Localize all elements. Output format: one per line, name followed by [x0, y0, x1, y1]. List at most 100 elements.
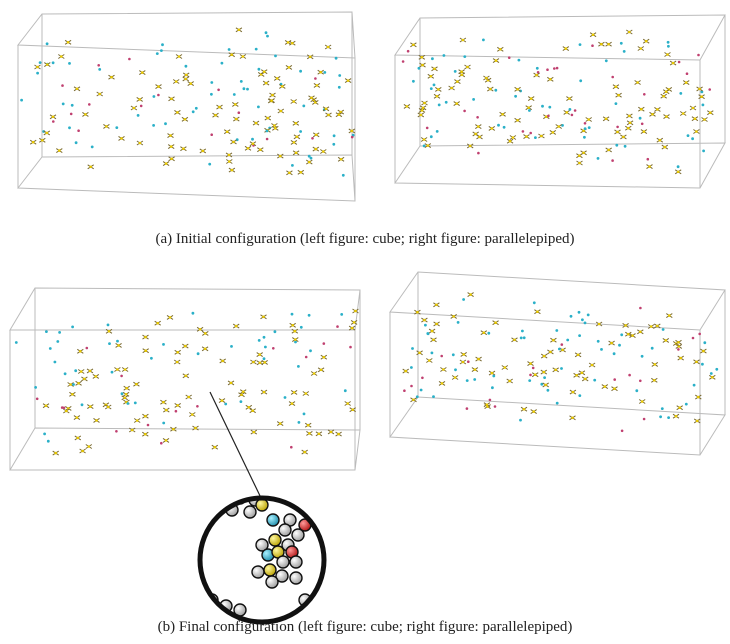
ion	[667, 41, 670, 44]
molecule-center	[650, 325, 653, 328]
ion	[431, 57, 434, 60]
ion	[715, 368, 718, 371]
ion	[224, 403, 227, 406]
ion	[75, 141, 78, 144]
ion	[210, 133, 213, 136]
molecule-center	[108, 330, 111, 333]
molecule-center	[665, 115, 668, 118]
molecule-center	[604, 385, 607, 388]
ion	[436, 130, 439, 133]
ion	[403, 389, 406, 392]
ion	[623, 50, 626, 53]
molecule-center	[46, 63, 49, 66]
molecule-center	[138, 98, 141, 101]
molecule-center	[454, 376, 457, 379]
ion	[643, 93, 646, 96]
molecule-center	[228, 154, 231, 157]
molecule-center	[645, 40, 648, 43]
molecule-center	[485, 77, 488, 80]
ion	[503, 126, 506, 129]
atom	[264, 564, 276, 576]
molecule-center	[131, 429, 134, 432]
atom	[219, 494, 231, 506]
molecule-center	[613, 387, 616, 390]
ion	[61, 84, 64, 87]
molecule-center	[653, 379, 656, 382]
ion	[265, 31, 268, 34]
molecule-center	[80, 370, 83, 373]
molecule-center	[178, 55, 181, 58]
ion	[291, 313, 294, 316]
ion	[556, 67, 559, 70]
molecule-center	[441, 382, 444, 385]
ion	[128, 58, 131, 61]
ion	[667, 45, 670, 48]
ion	[86, 347, 89, 350]
ion	[258, 68, 261, 71]
molecule-center	[238, 29, 241, 32]
molecule-center	[123, 397, 126, 400]
molecule-center	[600, 43, 603, 46]
molecule-center	[477, 358, 480, 361]
ion	[430, 135, 433, 138]
molecule-center	[234, 103, 237, 106]
ion	[62, 103, 65, 106]
ion	[323, 71, 326, 74]
ion	[605, 59, 608, 62]
molecule-center	[279, 155, 282, 158]
ion	[472, 98, 475, 101]
ion	[424, 324, 427, 327]
molecule-center	[422, 107, 425, 110]
molecule-center	[527, 106, 530, 109]
molecule-center	[700, 95, 703, 98]
molecule-center	[582, 152, 585, 155]
ion	[335, 57, 338, 60]
molecule-center	[668, 314, 671, 317]
ion	[351, 136, 354, 139]
molecule-center	[477, 125, 480, 128]
molecule-center	[554, 369, 557, 372]
molecule-center	[421, 64, 424, 67]
ion	[344, 389, 347, 392]
ion	[430, 87, 433, 90]
molecule-center	[279, 422, 282, 425]
ion	[266, 138, 269, 141]
ion	[476, 116, 479, 119]
molecule-center	[157, 85, 160, 88]
molecule-center	[291, 324, 294, 327]
molecule-center	[435, 323, 438, 326]
ion	[597, 157, 600, 160]
ion	[618, 344, 621, 347]
molecule-center	[184, 118, 187, 121]
molecule-center	[627, 333, 630, 336]
atom	[266, 576, 278, 588]
ion	[579, 79, 582, 82]
molecule-center	[404, 370, 407, 373]
molecule-center	[486, 403, 489, 406]
molecule-center	[292, 100, 295, 103]
molecule-center	[45, 404, 48, 407]
ion	[156, 52, 159, 55]
molecule-center	[187, 396, 190, 399]
ion	[152, 124, 155, 127]
ion	[678, 61, 681, 64]
molecule-center	[678, 406, 681, 409]
ion	[581, 318, 584, 321]
molecule-center	[581, 372, 584, 375]
molecule-center	[702, 350, 705, 353]
molecule-center	[288, 66, 291, 69]
molecule-center	[575, 374, 578, 377]
ion	[518, 59, 521, 62]
molecule-center	[199, 328, 202, 331]
molecule-center	[320, 369, 323, 372]
ion	[257, 106, 260, 109]
molecule-center	[125, 387, 128, 390]
ion	[431, 352, 434, 355]
molecule-center	[607, 149, 610, 152]
ion	[661, 407, 664, 410]
box-bottom	[395, 143, 725, 188]
molecule-center	[587, 118, 590, 121]
molecule-center	[95, 375, 98, 378]
ion	[56, 340, 59, 343]
ion	[303, 413, 306, 416]
